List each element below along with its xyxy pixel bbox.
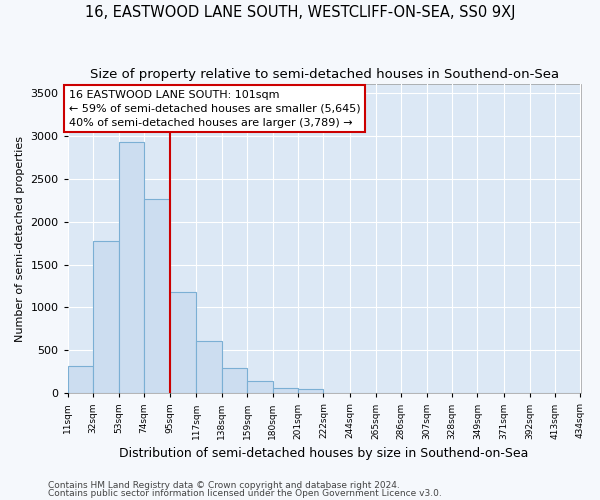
Bar [247, 382, 272, 394]
Text: Contains public sector information licensed under the Open Government Licence v3: Contains public sector information licen… [48, 489, 442, 498]
Text: Contains HM Land Registry data © Crown copyright and database right 2024.: Contains HM Land Registry data © Crown c… [48, 480, 400, 490]
Bar [196, 341, 221, 394]
X-axis label: Distribution of semi-detached houses by size in Southend-on-Sea: Distribution of semi-detached houses by … [119, 447, 529, 460]
Bar [119, 142, 144, 394]
Bar [298, 389, 323, 394]
Bar [272, 388, 298, 394]
Bar [68, 366, 93, 394]
Bar [170, 292, 196, 394]
Text: 16 EASTWOOD LANE SOUTH: 101sqm
← 59% of semi-detached houses are smaller (5,645): 16 EASTWOOD LANE SOUTH: 101sqm ← 59% of … [69, 90, 361, 128]
Y-axis label: Number of semi-detached properties: Number of semi-detached properties [15, 136, 25, 342]
Title: Size of property relative to semi-detached houses in Southend-on-Sea: Size of property relative to semi-detach… [89, 68, 559, 80]
Bar [93, 241, 119, 394]
Bar [221, 368, 247, 394]
Text: 16, EASTWOOD LANE SOUTH, WESTCLIFF-ON-SEA, SS0 9XJ: 16, EASTWOOD LANE SOUTH, WESTCLIFF-ON-SE… [85, 5, 515, 20]
Bar [144, 198, 170, 394]
